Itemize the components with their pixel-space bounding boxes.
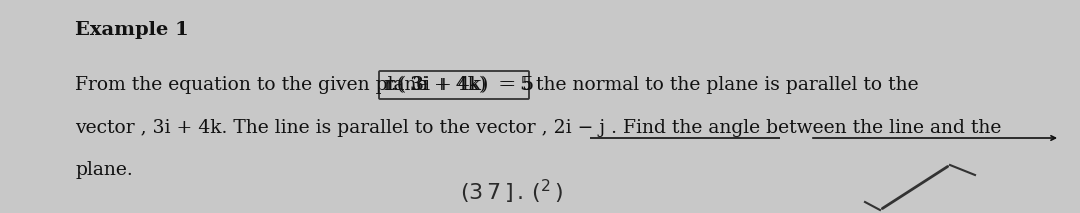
- Text: From the equation to the given plane: From the equation to the given plane: [75, 76, 428, 94]
- Text: the normal to the plane is parallel to the: the normal to the plane is parallel to t…: [536, 76, 919, 94]
- FancyBboxPatch shape: [379, 71, 529, 99]
- Text: Example 1: Example 1: [75, 21, 189, 39]
- Text: plane.: plane.: [75, 161, 133, 179]
- Text: r.( 3i + 4k)  = 5: r.( 3i + 4k) = 5: [384, 76, 532, 94]
- Text: $\mathsf{(3\,7\,]\,.\,(^2\,)}$: $\mathsf{(3\,7\,]\,.\,(^2\,)}$: [460, 178, 564, 206]
- Text: r.( 3i + 4k)  = 5: r.( 3i + 4k) = 5: [386, 76, 535, 94]
- Text: vector , 3i + 4k. The line is parallel to the vector , 2i − j . Find the angle b: vector , 3i + 4k. The line is parallel t…: [75, 119, 1001, 137]
